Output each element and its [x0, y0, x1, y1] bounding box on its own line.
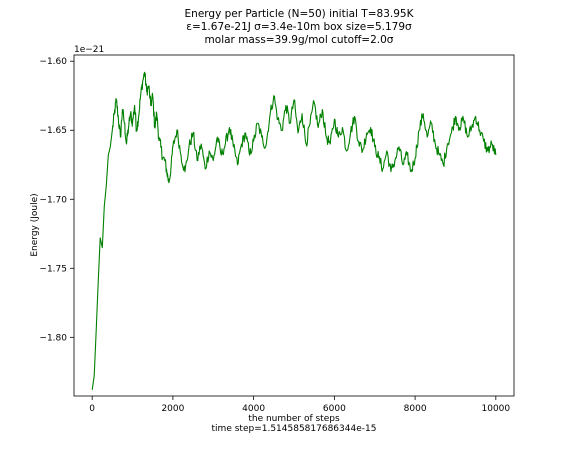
x-tick-label: 4000 — [242, 404, 265, 414]
x-tick-label: 10000 — [482, 404, 511, 414]
chart-title-line-3: molar mass=39.9g/mol cutoff=2.0σ — [205, 34, 394, 46]
y-axis-label: Energy (Joule) — [30, 193, 40, 256]
x-axis-label-line-1: the number of steps — [248, 414, 340, 424]
y-axis: −1.80 −1.75 −1.70 −1.65 −1.60 — [39, 57, 74, 343]
x-tick-label: 8000 — [404, 404, 427, 414]
series-line-0 — [91, 71, 497, 390]
x-tick-label: 6000 — [323, 404, 346, 414]
x-tick-label: 0 — [89, 404, 95, 414]
plot-area — [91, 71, 497, 390]
y-tick-label: −1.65 — [39, 126, 67, 136]
y-tick-label: −1.80 — [39, 333, 67, 343]
y-tick-label: −1.70 — [39, 195, 67, 205]
plot-frame — [73, 54, 515, 397]
chart-title-line-1: Energy per Particle (N=50) initial T=83.… — [185, 8, 415, 20]
y-offset-label: 1e−21 — [74, 45, 104, 55]
x-tick-label: 2000 — [161, 404, 184, 414]
y-tick-label: −1.75 — [39, 264, 67, 274]
y-tick-label: −1.60 — [39, 57, 67, 67]
chart-title-line-2: ε=1.67e-21J σ=3.4e-10m box size=5.179σ — [186, 21, 412, 33]
x-axis: 0 2000 4000 6000 8000 10000 — [89, 396, 510, 414]
x-axis-label-line-2: time step=1.514585817686344e-15 — [212, 424, 377, 434]
